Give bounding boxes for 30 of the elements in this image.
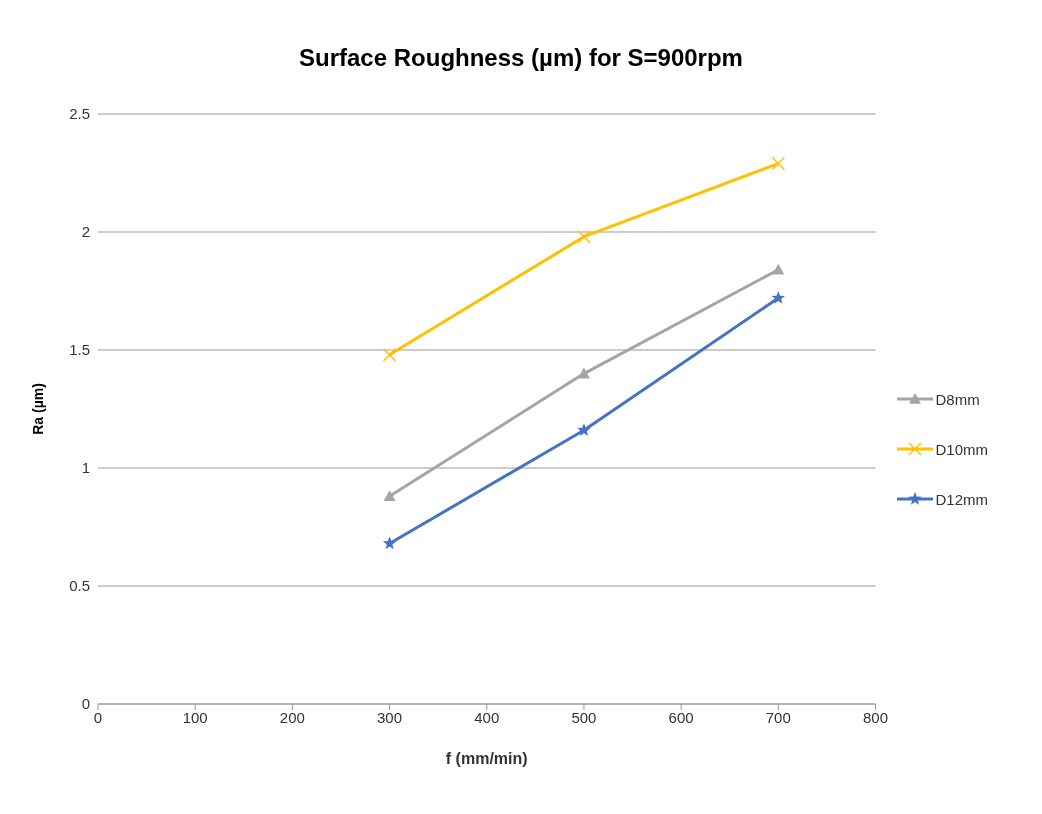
y-tick-label: 2.5 bbox=[69, 105, 90, 123]
x-tick-label: 500 bbox=[571, 708, 597, 726]
y-tick-label: 0 bbox=[81, 695, 90, 713]
point bbox=[772, 263, 785, 275]
legend-label: D10mm bbox=[935, 440, 988, 458]
x-tick-label: 200 bbox=[279, 708, 305, 726]
point bbox=[382, 347, 397, 362]
point bbox=[577, 367, 590, 379]
y-tick-label: 2 bbox=[81, 223, 90, 241]
x-tick-label: 0 bbox=[93, 708, 103, 726]
x-tick-label: 100 bbox=[182, 708, 208, 726]
x-axis-title: f (mm/min) bbox=[445, 750, 528, 767]
x-tick-label: 400 bbox=[474, 708, 500, 726]
y-tick-label: 0.5 bbox=[69, 577, 90, 595]
point bbox=[771, 156, 786, 171]
legend-label: D12mm bbox=[935, 490, 988, 508]
point bbox=[577, 229, 591, 244]
point bbox=[382, 536, 397, 550]
x-tick-label: 300 bbox=[377, 708, 403, 726]
chart-title: Surface Roughness (µm) for S=900rpm bbox=[298, 43, 744, 73]
x-tick-label: 700 bbox=[765, 708, 791, 726]
legend-label: D8mm bbox=[935, 390, 980, 408]
y-tick-label: 1.5 bbox=[69, 341, 90, 359]
point bbox=[771, 291, 785, 304]
x-tick-label: 600 bbox=[668, 708, 694, 726]
x-tick-label: 800 bbox=[862, 708, 888, 726]
point bbox=[577, 423, 591, 436]
y-tick-label: 1 bbox=[81, 459, 90, 477]
y-axis-title: Ra (µm) bbox=[29, 383, 46, 435]
point bbox=[383, 490, 396, 502]
